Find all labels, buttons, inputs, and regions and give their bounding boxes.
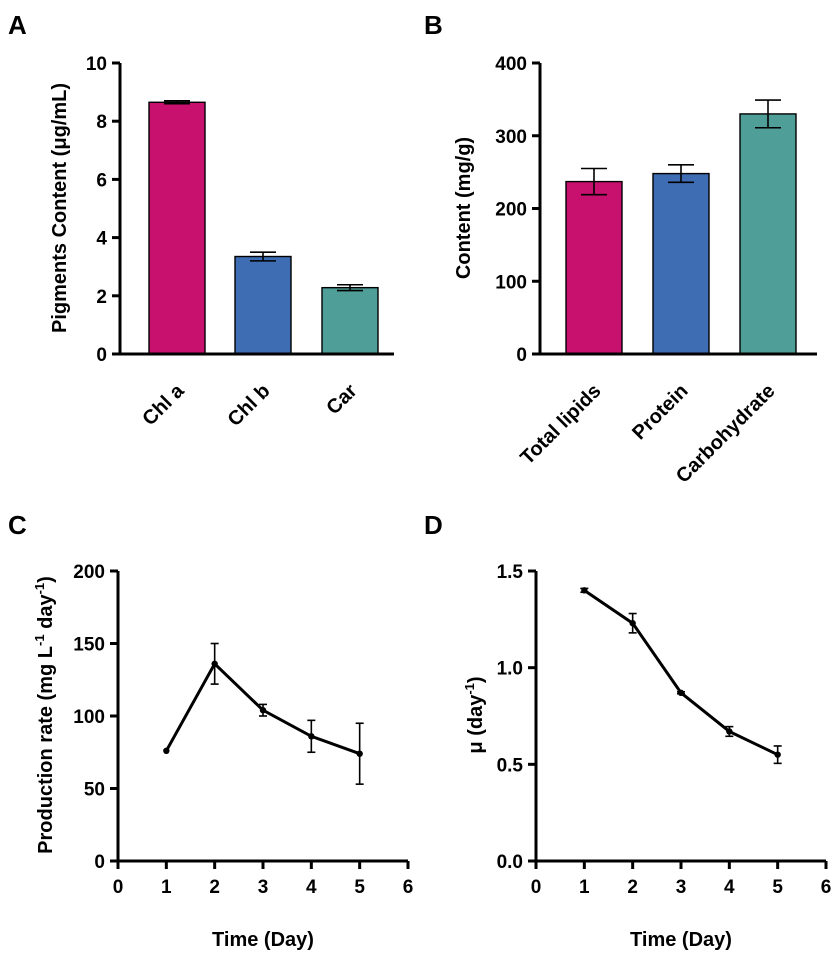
panel-b-bar [652, 172, 710, 355]
panel-a-letter: A [8, 10, 27, 40]
panel-b-y-tick-label: 200 [495, 200, 527, 221]
panel-a-bar [234, 255, 292, 355]
panel-d-x-tick-label: 1 [579, 877, 590, 898]
panel-d-x-tick-label: 5 [772, 877, 783, 898]
panel-d-data-point [677, 689, 685, 696]
panel-d-data-point [581, 587, 588, 594]
panel-a-category-labels: Chl a Chl b Car [138, 379, 361, 431]
panel-c-x-tick-label: 6 [403, 877, 414, 898]
panel-b-axes [538, 63, 817, 356]
panel-a-y-tick-label: 10 [86, 54, 107, 75]
panel-d-x-tick-label: 0 [531, 877, 542, 898]
panel-c-x-tick-label: 3 [258, 877, 269, 898]
panel-c-axes [116, 571, 408, 863]
panel-c-y-tick-label: 150 [73, 635, 105, 656]
panel-d-data-point [629, 620, 636, 627]
panel-c-y-axis-title-main: Production rate (mg L [35, 646, 57, 854]
panel-c-x-tick-label: 4 [306, 877, 317, 898]
panel-b-y-tick-label: 400 [495, 54, 527, 75]
panel-a-y-tick-label: 4 [96, 229, 107, 250]
panel-a-y-tick-label: 0 [96, 345, 107, 366]
panel-a-y-axis-title: Pigments Content (μg/mL) [49, 83, 71, 333]
panel-b-bar-chart: B Content (mg/g) 0 100 200 300 400 Total lip… [424, 10, 817, 487]
panel-b-y-tick-label: 0 [516, 345, 527, 366]
panel-c-data-point [163, 747, 170, 754]
panel-d-y-axis-title: μ (day-1) [462, 676, 487, 753]
panel-b-bar [565, 180, 623, 355]
panel-a-bars [148, 100, 379, 355]
panel-d-y-ticks: 0.0 0.5 1.0 1.5 [497, 562, 536, 873]
panel-c-y-axis-title-mid: day [35, 594, 57, 635]
panel-a-y-ticks: 0 2 4 6 8 10 [86, 54, 120, 366]
panel-b-category-label: Protein [628, 380, 692, 444]
panel-b-bar [739, 113, 797, 355]
panel-d-x-axis-title: Time (Day) [630, 929, 732, 951]
panel-d-y-axis-title-main: μ (day [465, 694, 487, 754]
panel-c-letter: C [8, 510, 27, 540]
panel-c-y-axis-title-sup1: -1 [32, 634, 47, 646]
panel-c-x-tick-label: 5 [354, 877, 365, 898]
panel-d-y-tick-label: 1.0 [497, 659, 523, 680]
panel-b-bars [565, 99, 797, 355]
panel-c-y-axis-title-sup2: -1 [32, 583, 47, 595]
panel-a-y-tick-label: 6 [96, 170, 107, 191]
panel-c-y-ticks: 0 50 100 150 200 [73, 562, 118, 873]
panel-d-y-axis-title-sup: -1 [462, 683, 477, 695]
panel-c-y-tick-label: 200 [73, 562, 105, 583]
panel-c-x-tick-label: 0 [113, 877, 124, 898]
panel-c-data-point [308, 733, 315, 740]
panel-d-data-point [774, 751, 781, 758]
panel-c-x-axis-title: Time (Day) [212, 929, 314, 951]
panel-d-x-ticks: 0 1 2 3 4 5 6 [531, 861, 832, 898]
panel-d-y-tick-label: 0.5 [497, 755, 524, 776]
panel-d-x-tick-label: 2 [627, 877, 638, 898]
panel-d-x-tick-label: 4 [724, 877, 735, 898]
panel-c-data-point [211, 660, 218, 667]
panel-a-category-label: Chl a [138, 379, 189, 430]
panel-a-category-label: Chl b [224, 380, 275, 431]
panel-d-series [580, 587, 782, 765]
panel-a-bar [321, 286, 379, 355]
panel-c-data-point [356, 750, 363, 757]
panel-d-y-axis-title-end: ) [465, 676, 487, 683]
panel-a-bar [148, 101, 206, 355]
panel-d-letter: D [424, 510, 443, 540]
panel-b-y-ticks: 0 100 200 300 400 [495, 54, 540, 366]
panel-c-y-tick-label: 50 [84, 780, 105, 801]
panel-a-bar-chart: A Pigments Content (μg/mL) 0 2 4 6 8 10 Chl a… [8, 10, 394, 431]
panel-d-y-tick-label: 1.5 [497, 562, 524, 583]
panel-c-x-ticks: 0 1 2 3 4 5 6 [113, 861, 414, 898]
panel-b-category-label: Total lipids [516, 380, 605, 469]
panel-b-letter: B [424, 10, 443, 40]
panel-d-line-chart: D μ (day-1) Time (Day) 0.0 0.5 1.0 1.5 0 1 2 3… [424, 510, 831, 951]
panel-a-category-label: Car [322, 380, 361, 419]
panel-d-data-point [726, 728, 733, 735]
panel-d-x-tick-label: 3 [676, 877, 687, 898]
panel-b-y-tick-label: 100 [495, 272, 527, 293]
panel-b-y-axis-title: Content (mg/g) [453, 137, 475, 279]
panel-c-x-tick-label: 1 [161, 877, 172, 898]
panel-b-y-tick-label: 300 [495, 127, 527, 148]
panel-d-series-line [583, 589, 779, 757]
panel-c-line-chart: C Production rate (mg L-1 day-1) Time (D… [8, 510, 413, 951]
panel-c-x-tick-label: 2 [209, 877, 220, 898]
panel-c-y-axis-title-end: ) [35, 576, 57, 583]
panel-c-y-tick-label: 100 [73, 707, 105, 728]
panel-c-data-point [259, 707, 267, 714]
panel-c-y-tick-label: 0 [94, 852, 105, 873]
panel-c-y-axis-title: Production rate (mg L-1 day-1) [32, 576, 57, 854]
panel-a-y-tick-label: 8 [96, 112, 107, 133]
panel-a-y-tick-label: 2 [96, 287, 107, 308]
panel-d-axes [534, 571, 826, 863]
panel-c-series [163, 642, 364, 785]
panel-a-axes [118, 63, 394, 356]
panel-d-y-tick-label: 0.0 [497, 852, 523, 873]
panel-d-x-tick-label: 6 [821, 877, 832, 898]
